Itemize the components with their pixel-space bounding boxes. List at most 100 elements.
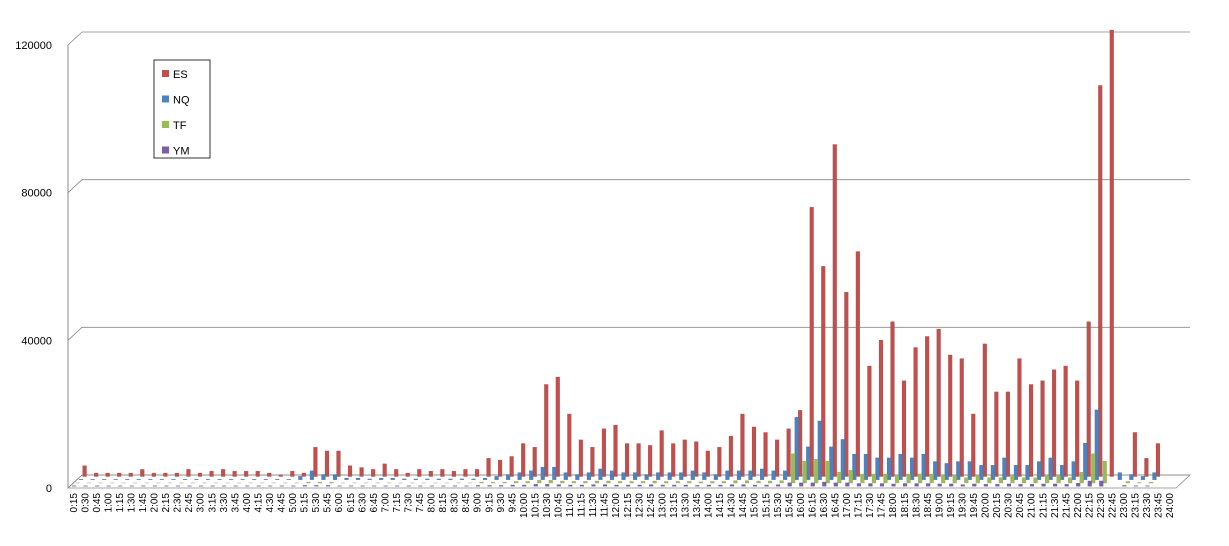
bar [286, 478, 291, 481]
bar [497, 459, 503, 477]
bar [652, 480, 657, 484]
bar [825, 460, 830, 484]
x-tick-label: 2:15 [161, 493, 172, 513]
bar [1071, 461, 1076, 481]
bar [106, 485, 111, 487]
bar [1133, 485, 1139, 487]
x-tick-label: 0:15 [69, 493, 80, 513]
bar [1109, 29, 1114, 477]
bar [1005, 391, 1011, 477]
bar [629, 481, 634, 484]
bar [306, 481, 311, 484]
bar [567, 413, 572, 477]
x-tick-label: 18:00 [888, 493, 899, 518]
bar [878, 339, 884, 477]
x-tick-label: 8:15 [438, 493, 449, 513]
bar [290, 470, 295, 477]
bar [151, 472, 156, 477]
x-tick-label: 0:30 [80, 493, 91, 513]
bar [486, 458, 491, 477]
bar [314, 485, 319, 487]
bar [837, 471, 842, 484]
x-tick-label: 23:45 [1154, 493, 1165, 518]
x-tick-label: 16:00 [796, 493, 807, 518]
bar [1137, 482, 1142, 484]
bar [744, 480, 750, 484]
bar [459, 478, 465, 481]
bar [1010, 475, 1015, 484]
x-tick-label: 7:00 [380, 493, 391, 513]
x-tick-label: 18:15 [900, 493, 911, 518]
bar [194, 478, 199, 481]
x-tick-label: 17:45 [877, 493, 888, 518]
x-tick-label: 14:15 [715, 493, 726, 518]
x-tick-label: 3:45 [230, 493, 241, 513]
x-tick-label: 2:45 [184, 493, 195, 513]
bar [687, 481, 692, 484]
bar [1148, 481, 1154, 484]
x-tick-label: 17:00 [842, 493, 853, 518]
bar [902, 483, 908, 487]
bar [909, 457, 915, 481]
bar [1029, 484, 1035, 487]
bar [721, 481, 727, 484]
bar [644, 474, 649, 481]
bar [429, 485, 435, 487]
bar [1064, 484, 1069, 487]
bar [810, 482, 815, 487]
grid-line [67, 179, 1190, 193]
bar [174, 472, 180, 477]
x-tick-label: 5:30 [311, 493, 322, 513]
x-tick-label: 12:30 [634, 493, 645, 518]
bar [741, 484, 746, 487]
x-tick-label: 11:45 [600, 493, 611, 518]
bar [232, 470, 237, 477]
bar [767, 480, 773, 484]
x-tick-label: 10:30 [542, 493, 553, 518]
bar [451, 470, 457, 477]
x-tick-label: 8:00 [427, 493, 438, 513]
bar [329, 481, 334, 484]
x-tick-label: 10:15 [530, 493, 541, 518]
bar [682, 439, 687, 477]
bar [152, 485, 158, 487]
bar [1145, 485, 1150, 487]
x-tick-label: 23:30 [1142, 493, 1153, 518]
bar [713, 474, 719, 481]
bar [298, 476, 303, 481]
bar [471, 478, 476, 481]
bar [490, 481, 496, 484]
bar [675, 481, 680, 484]
bar [856, 483, 862, 487]
bar [948, 354, 953, 477]
bar [90, 478, 95, 481]
legend-label: YM [173, 146, 190, 158]
x-tick-label: 20:45 [1015, 493, 1026, 518]
bar [640, 481, 646, 484]
legend-swatch [162, 70, 169, 77]
x-tick-label: 3:30 [219, 493, 230, 513]
bar [602, 484, 608, 487]
x-tick-label: 1:45 [138, 493, 149, 513]
bar [706, 484, 712, 487]
x-tick-label: 21:15 [1038, 493, 1049, 518]
bar [425, 478, 430, 481]
bar [617, 481, 623, 484]
bar [936, 328, 941, 477]
x-tick-label: 14:00 [704, 493, 715, 518]
bar [394, 469, 399, 477]
bar [901, 380, 907, 477]
bar [474, 469, 480, 477]
bar [844, 291, 849, 477]
x-tick-label: 23:00 [1119, 493, 1130, 518]
bar [464, 485, 469, 487]
bar [1013, 464, 1019, 481]
bar [332, 474, 338, 481]
bar [606, 480, 611, 484]
bar [790, 453, 796, 484]
bar [402, 478, 407, 481]
bar [840, 439, 845, 481]
bar [1041, 483, 1046, 487]
bar [879, 483, 885, 487]
bar [479, 481, 484, 484]
